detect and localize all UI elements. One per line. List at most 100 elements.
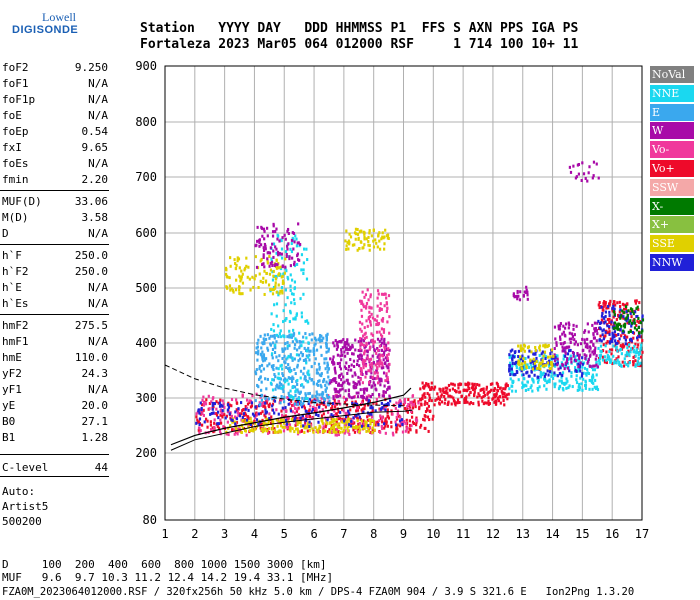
o-trace-line — [170, 387, 412, 446]
echo-point — [369, 430, 372, 434]
echo-point — [262, 404, 265, 408]
echo-point — [633, 326, 637, 330]
echo-point — [298, 346, 301, 350]
echo-point — [612, 354, 615, 358]
echo-point — [638, 351, 641, 355]
echo-point — [375, 397, 378, 401]
echo-point — [555, 341, 558, 345]
echo-point — [285, 244, 289, 248]
echo-point — [276, 233, 279, 237]
echo-point — [514, 360, 518, 364]
echo-point — [361, 394, 364, 398]
echo-point — [637, 320, 641, 324]
echo-point — [234, 426, 238, 430]
echo-point — [472, 402, 475, 406]
echo-point — [330, 413, 333, 417]
echo-point — [286, 335, 289, 339]
echo-point — [324, 405, 327, 409]
echo-point — [331, 358, 334, 362]
echo-point — [544, 372, 547, 376]
echo-point — [278, 354, 281, 358]
echo-point — [308, 373, 311, 377]
echo-point — [265, 410, 268, 414]
echo-point — [410, 409, 413, 413]
echo-point — [585, 342, 588, 346]
echo-point — [284, 265, 287, 269]
echo-point — [261, 234, 264, 238]
echo-point — [345, 397, 348, 401]
echo-point — [367, 341, 371, 345]
echo-point — [538, 344, 542, 348]
echo-point — [600, 350, 603, 354]
echo-point — [378, 393, 381, 397]
echo-point — [386, 408, 389, 412]
echo-point — [388, 394, 391, 398]
echo-point — [386, 411, 389, 415]
echo-point — [280, 382, 283, 386]
echo-point — [286, 247, 289, 251]
echo-point — [608, 325, 611, 329]
panel-divider — [0, 190, 109, 191]
echo-point — [388, 362, 391, 366]
echo-point — [370, 415, 374, 419]
echo-point — [277, 386, 280, 390]
echo-point — [559, 342, 563, 346]
echo-point — [368, 363, 372, 367]
echo-point — [275, 333, 279, 337]
echo-point — [415, 416, 418, 420]
echo-point — [403, 420, 406, 424]
echo-point — [324, 367, 327, 371]
echo-point — [239, 279, 242, 283]
echo-point — [296, 378, 299, 382]
echo-point — [280, 247, 284, 251]
echo-point — [261, 401, 264, 405]
echo-point — [277, 412, 280, 416]
echo-point — [411, 403, 414, 407]
echo-point — [383, 242, 386, 246]
echo-point — [584, 176, 587, 180]
echo-point — [240, 401, 243, 405]
echo-point — [595, 354, 598, 358]
echo-point — [406, 426, 409, 430]
echo-point — [288, 376, 292, 380]
param-row: yF1 N/A — [2, 382, 108, 398]
echo-point — [401, 430, 405, 434]
echo-point — [275, 251, 278, 255]
y-tick-label: 600 — [135, 226, 157, 240]
echo-point — [274, 387, 277, 391]
echo-point — [282, 385, 285, 389]
echo-point — [378, 377, 381, 381]
echo-point — [259, 411, 263, 415]
echo-point — [605, 358, 608, 362]
echo-point — [565, 346, 568, 350]
echo-point — [295, 416, 298, 420]
echo-point — [374, 371, 377, 375]
echo-point — [260, 369, 263, 373]
echo-point — [423, 392, 426, 396]
echo-point — [634, 359, 637, 363]
echo-point — [411, 394, 414, 398]
echo-point — [352, 385, 355, 389]
echo-point — [321, 421, 324, 425]
panel-divider — [0, 314, 109, 315]
echo-point — [244, 266, 247, 270]
echo-point — [508, 368, 511, 372]
echo-point — [380, 341, 384, 345]
echo-point — [561, 363, 565, 367]
echo-point — [273, 411, 276, 415]
echo-point — [446, 386, 449, 390]
echo-point — [634, 310, 637, 314]
echo-point — [352, 395, 355, 399]
echo-point — [307, 399, 311, 403]
echo-point — [366, 426, 369, 430]
echo-point — [289, 247, 292, 251]
echo-point — [315, 368, 318, 372]
echo-point — [528, 365, 531, 369]
echo-point — [495, 399, 498, 403]
echo-point — [266, 346, 269, 350]
echo-point — [273, 427, 276, 431]
echo-point — [544, 343, 547, 347]
echo-point — [577, 365, 580, 369]
echo-point — [630, 339, 633, 343]
echo-point — [289, 311, 292, 315]
